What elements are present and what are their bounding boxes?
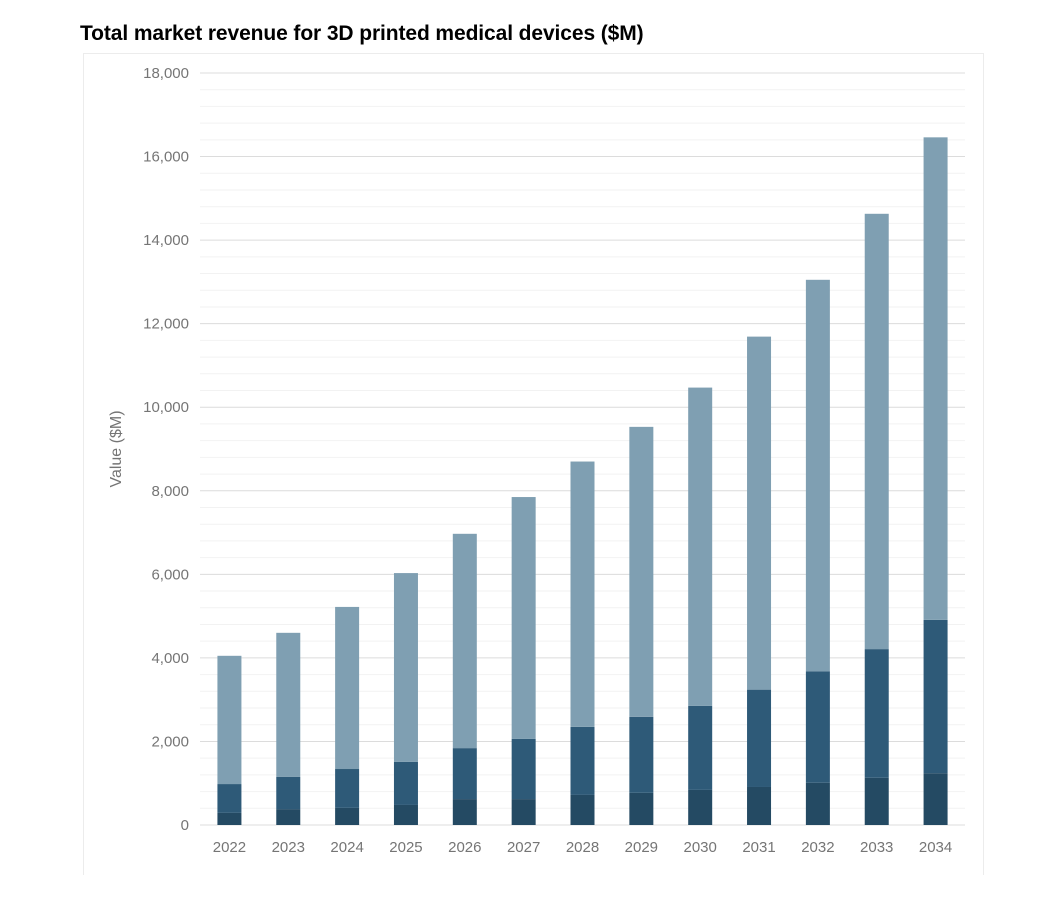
bar-segment-3 xyxy=(923,137,948,620)
bar-stack-2025 xyxy=(393,573,418,825)
bar-segment-2 xyxy=(393,761,418,805)
y-tick-label: 16,000 xyxy=(143,149,189,166)
bar-stack-2026 xyxy=(452,533,477,825)
bar-segment-2 xyxy=(923,619,948,774)
bar-stack-2034 xyxy=(923,137,948,825)
bar-segment-1 xyxy=(629,792,654,825)
bar-segment-2 xyxy=(276,776,301,810)
bar-segment-2 xyxy=(747,689,772,787)
bar-stack-2032 xyxy=(805,279,830,825)
chart-title: Total market revenue for 3D printed medi… xyxy=(80,22,644,45)
bar-stack-2029 xyxy=(629,426,654,825)
bar-stack-2033 xyxy=(864,213,889,825)
y-axis-label: Value ($M) xyxy=(108,410,125,487)
bar-segment-3 xyxy=(276,632,301,777)
x-tick-label: 2023 xyxy=(272,839,305,856)
y-tick-label: 0 xyxy=(181,817,189,834)
bar-segment-1 xyxy=(511,799,536,825)
bar-segment-1 xyxy=(217,812,242,825)
bar-segment-2 xyxy=(864,649,889,778)
x-tick-label: 2026 xyxy=(448,839,481,856)
bar-segment-3 xyxy=(747,336,772,690)
bar-segment-2 xyxy=(452,748,477,800)
bar-segment-1 xyxy=(393,804,418,825)
bar-segment-1 xyxy=(923,773,948,825)
x-axis-ticks: 2022 2023 2024 2025 2026 2027 2028 2029 2030 2031… xyxy=(213,839,953,856)
bar-segment-3 xyxy=(864,213,889,650)
chart-frame xyxy=(83,53,984,875)
x-tick-label: 2029 xyxy=(625,839,658,856)
x-tick-label: 2022 xyxy=(213,839,246,856)
bar-segment-2 xyxy=(688,705,713,790)
y-tick-label: 14,000 xyxy=(143,232,189,249)
bar-stack-2023 xyxy=(276,632,301,825)
bar-segment-2 xyxy=(805,671,830,783)
x-tick-label: 2032 xyxy=(801,839,834,856)
y-tick-label: 10,000 xyxy=(143,399,189,416)
bar-segment-1 xyxy=(276,809,301,825)
x-tick-label: 2033 xyxy=(860,839,893,856)
bar-segment-1 xyxy=(747,786,772,825)
bar-segment-1 xyxy=(805,782,830,825)
bar-segment-2 xyxy=(335,769,360,808)
y-axis-ticks: 0 2,000 4,000 6,000 8,000 10,000 12,000 14,000 1… xyxy=(143,65,189,834)
y-tick-label: 8,000 xyxy=(151,483,189,500)
bar-stack-2030 xyxy=(688,387,713,825)
x-tick-label: 2031 xyxy=(742,839,775,856)
bar-segment-3 xyxy=(511,497,536,739)
bar-segment-1 xyxy=(570,794,595,825)
y-tick-label: 2,000 xyxy=(151,733,189,750)
y-tick-label: 4,000 xyxy=(151,650,189,667)
bar-stack-2022 xyxy=(217,655,242,825)
bar-segment-1 xyxy=(335,807,360,825)
x-tick-label: 2030 xyxy=(684,839,717,856)
bar-segment-2 xyxy=(511,738,536,800)
bar-segment-3 xyxy=(629,426,654,717)
bar-segment-3 xyxy=(688,387,713,706)
bar-segment-3 xyxy=(570,461,595,727)
bar-stack-2027 xyxy=(511,497,536,825)
bar-segment-1 xyxy=(688,789,713,825)
bar-segment-1 xyxy=(864,777,889,825)
bars xyxy=(217,137,948,825)
bar-segment-3 xyxy=(217,655,242,785)
bar-segment-3 xyxy=(335,606,360,770)
bar-segment-3 xyxy=(393,573,418,762)
x-tick-label: 2034 xyxy=(919,839,952,856)
bar-stack-2031 xyxy=(747,336,772,825)
bar-segment-1 xyxy=(452,799,477,825)
bar-segment-2 xyxy=(629,716,654,793)
bar-stack-2028 xyxy=(570,461,595,825)
bar-segment-3 xyxy=(805,279,830,672)
x-tick-label: 2028 xyxy=(566,839,599,856)
y-tick-label: 12,000 xyxy=(143,316,189,333)
y-tick-label: 6,000 xyxy=(151,566,189,583)
x-tick-label: 2024 xyxy=(330,839,363,856)
bar-segment-3 xyxy=(452,533,477,749)
y-tick-label: 18,000 xyxy=(143,65,189,82)
bar-stack-2024 xyxy=(335,606,360,825)
x-tick-label: 2027 xyxy=(507,839,540,856)
x-tick-label: 2025 xyxy=(389,839,422,856)
bar-segment-2 xyxy=(217,784,242,813)
bar-segment-2 xyxy=(570,726,595,795)
